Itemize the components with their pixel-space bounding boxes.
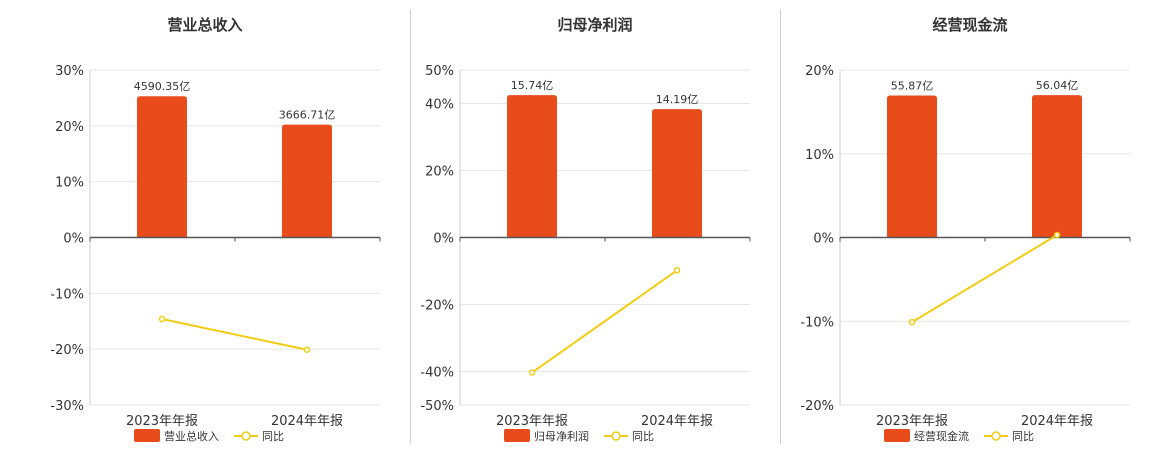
y-tick-label: 10% — [55, 176, 84, 191]
y-tick-label: 0% — [813, 232, 834, 247]
chart-panel-revenue: 营业总收入 30% 20% 10% 0% -10% -20% -30% 4590.35亿 202… — [0, 0, 410, 450]
y-tick-label: -50% — [420, 399, 454, 414]
chart-title: 归母净利润 — [557, 16, 633, 34]
legend-bar-swatch — [884, 429, 910, 442]
legend-line-marker — [991, 431, 1001, 441]
y-tick-label: 20% — [805, 64, 834, 79]
y-tick-label: 30% — [55, 64, 84, 79]
legend-bar-label: 经营现金流 — [914, 429, 969, 443]
legend-bar-swatch — [504, 429, 530, 442]
bar — [507, 95, 557, 238]
legend-bar-label: 归母净利润 — [534, 429, 589, 443]
bar — [652, 109, 702, 238]
yoy-line — [161, 318, 308, 351]
y-tick-label: -20% — [800, 399, 834, 414]
panel-divider — [410, 10, 411, 444]
y-tick-label: 0% — [433, 232, 454, 247]
y-tick-label: -10% — [50, 287, 84, 302]
y-tick-label: -10% — [800, 315, 834, 330]
legend-line-label: 同比 — [262, 430, 284, 443]
y-tick-label: -20% — [420, 299, 454, 314]
panel-divider — [780, 10, 781, 444]
yoy-point — [303, 346, 311, 353]
x-category-label: 2024年年报 — [271, 414, 343, 429]
yoy-point — [158, 315, 166, 323]
y-tick-label: 10% — [805, 148, 834, 163]
x-category-label: 2023年年报 — [876, 414, 948, 429]
bar-value-label: 3666.71亿 — [279, 109, 336, 122]
bar — [282, 124, 332, 238]
legend-line-marker — [241, 431, 251, 441]
legend-line-marker — [611, 431, 621, 441]
bar — [137, 96, 187, 238]
yoy-point — [1053, 231, 1061, 239]
bar-value-label: 55.87亿 — [891, 80, 934, 93]
legend-line-label: 同比 — [1012, 430, 1034, 443]
y-tick-label: 50% — [425, 64, 454, 79]
chart-title: 经营现金流 — [932, 16, 1008, 34]
x-category-label: 2024年年报 — [641, 414, 713, 429]
bar-value-label: 14.19亿 — [656, 93, 699, 106]
yoy-point — [908, 318, 916, 326]
chart-panel-net-profit: 归母净利润 50% 40% 20% 0% -20% -40% -50% 15.74亿 2023年… — [410, 0, 780, 450]
chart-panel-cashflow: 经营现金流 20% 10% 0% -10% -20% 55.87亿 2023年年报 56.04… — [780, 0, 1160, 450]
bar — [1032, 95, 1082, 238]
net-profit-chart: 50% 40% 20% 0% -20% -40% -50% 15.74亿 2023年年报 14.1… — [420, 64, 751, 443]
y-tick-label: -40% — [420, 366, 454, 381]
yoy-point — [673, 267, 681, 274]
y-tick-label: 40% — [425, 98, 454, 113]
bar-value-label: 56.04亿 — [1036, 79, 1079, 92]
bar — [887, 95, 937, 238]
cashflow-chart: 20% 10% 0% -10% -20% 55.87亿 2023年年报 56.04亿 2024年… — [800, 64, 1131, 443]
yoy-line — [531, 269, 678, 374]
legend-bar-swatch — [134, 429, 160, 442]
yoy-line — [911, 234, 1058, 323]
y-tick-label: -20% — [50, 343, 84, 358]
legend-bar-label: 营业总收入 — [164, 429, 219, 443]
yoy-point — [528, 369, 536, 376]
revenue-chart: 30% 20% 10% 0% -10% -20% -30% 4590.35亿 2023年年报 36… — [50, 64, 381, 443]
chart-title: 营业总收入 — [167, 16, 243, 34]
y-tick-label: -30% — [50, 399, 84, 414]
x-category-label: 2023年年报 — [496, 414, 568, 429]
bar-value-label: 4590.35亿 — [134, 80, 191, 93]
x-category-label: 2023年年报 — [126, 414, 198, 429]
legend-line-label: 同比 — [632, 430, 654, 443]
x-category-label: 2024年年报 — [1021, 414, 1093, 429]
y-tick-label: 0% — [63, 232, 84, 247]
bar-value-label: 15.74亿 — [511, 79, 554, 92]
y-tick-label: 20% — [55, 120, 84, 135]
y-tick-label: 20% — [425, 165, 454, 180]
